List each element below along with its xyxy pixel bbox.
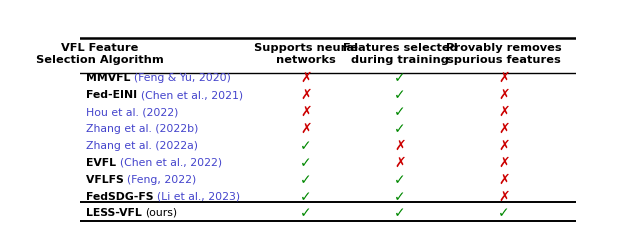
Text: ✗: ✗ <box>499 172 510 186</box>
Text: ✗: ✗ <box>300 71 312 85</box>
Text: ✓: ✓ <box>300 155 312 169</box>
Text: ✓: ✓ <box>394 189 406 203</box>
Text: ✗: ✗ <box>499 105 510 119</box>
Text: ✗: ✗ <box>300 105 312 119</box>
Text: ✗: ✗ <box>394 155 406 169</box>
Text: EVFL: EVFL <box>86 157 120 167</box>
Text: Zhang et al. (2022b): Zhang et al. (2022b) <box>86 123 198 134</box>
Text: FedSDG-FS: FedSDG-FS <box>86 191 157 201</box>
Text: Zhang et al. (2022a): Zhang et al. (2022a) <box>86 140 198 150</box>
Text: ✗: ✗ <box>394 138 406 152</box>
Text: ✓: ✓ <box>394 88 406 102</box>
Text: Provably removes
spurious features: Provably removes spurious features <box>446 43 562 64</box>
Text: ✗: ✗ <box>499 88 510 102</box>
Text: VFLFS: VFLFS <box>86 174 127 184</box>
Text: (Feng, 2022): (Feng, 2022) <box>127 174 196 184</box>
Text: Fed-EINI: Fed-EINI <box>86 90 141 100</box>
Text: LESS-VFL: LESS-VFL <box>86 207 145 217</box>
Text: ✗: ✗ <box>499 155 510 169</box>
Text: ✓: ✓ <box>300 138 312 152</box>
Text: Features selected
during training: Features selected during training <box>342 43 458 64</box>
Text: (Chen et al., 2022): (Chen et al., 2022) <box>120 157 222 167</box>
Text: ✗: ✗ <box>300 88 312 102</box>
Text: ✓: ✓ <box>300 189 312 203</box>
Text: ✓: ✓ <box>394 205 406 219</box>
Text: VFL Feature
Selection Algorithm: VFL Feature Selection Algorithm <box>36 43 164 64</box>
Text: (Chen et al., 2021): (Chen et al., 2021) <box>141 90 243 100</box>
Text: MMVFL: MMVFL <box>86 73 134 83</box>
Text: ✓: ✓ <box>394 172 406 186</box>
Text: (Feng & Yu, 2020): (Feng & Yu, 2020) <box>134 73 231 83</box>
Text: ✗: ✗ <box>499 121 510 136</box>
Text: ✗: ✗ <box>499 189 510 203</box>
Text: ✗: ✗ <box>499 138 510 152</box>
Text: ✓: ✓ <box>300 172 312 186</box>
Text: ✓: ✓ <box>499 205 510 219</box>
Text: Hou et al. (2022): Hou et al. (2022) <box>86 107 179 117</box>
Text: Supports neural
networks: Supports neural networks <box>253 43 358 64</box>
Text: ✓: ✓ <box>394 105 406 119</box>
Text: (Li et al., 2023): (Li et al., 2023) <box>157 191 241 201</box>
Text: ✗: ✗ <box>300 121 312 136</box>
Text: ✓: ✓ <box>394 71 406 85</box>
Text: ✗: ✗ <box>499 71 510 85</box>
Text: ✓: ✓ <box>300 205 312 219</box>
Text: (ours): (ours) <box>145 207 177 217</box>
Text: ✓: ✓ <box>394 121 406 136</box>
